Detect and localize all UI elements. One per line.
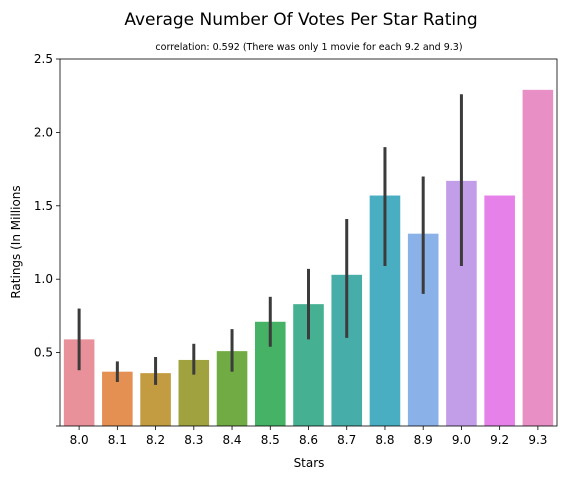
x-tick-label-8.1: 8.1 [108, 433, 127, 447]
error-bars-group [77, 94, 463, 385]
y-tick-label-2.5: 2.5 [34, 52, 53, 66]
x-tick-label-8.0: 8.0 [70, 433, 89, 447]
y-axis: 0.5 1.0 1.5 2.0 2.5 [34, 52, 60, 427]
x-axis: 8.0 8.1 8.2 8.3 8.4 8.5 8.6 8.7 8.8 8.9 9.0 9.2 9.3 [70, 426, 547, 447]
x-tick-label-8.4: 8.4 [222, 433, 241, 447]
y-tick-label-1.5: 1.5 [34, 199, 53, 213]
y-axis-label: Ratings (In Millions [9, 185, 23, 298]
x-axis-label: Stars [294, 456, 325, 470]
y-tick-label-0.5: 0.5 [34, 346, 53, 360]
bars-group [63, 89, 554, 426]
chart-subtitle: correlation: 0.592 (There was only 1 mov… [155, 42, 462, 53]
bar-9.3 [522, 89, 554, 426]
x-tick-label-8.5: 8.5 [261, 433, 280, 447]
y-tick-label-2.0: 2.0 [34, 125, 53, 139]
x-tick-label-9.3: 9.3 [528, 433, 547, 447]
x-tick-label-8.6: 8.6 [299, 433, 318, 447]
x-tick-label-8.8: 8.8 [375, 433, 394, 447]
y-tick-label-1.0: 1.0 [34, 272, 53, 286]
bar-9.2 [484, 195, 515, 426]
x-tick-label-8.3: 8.3 [184, 433, 203, 447]
x-tick-label-8.7: 8.7 [337, 433, 356, 447]
x-tick-label-9.2: 9.2 [490, 433, 509, 447]
x-tick-label-8.2: 8.2 [146, 433, 165, 447]
x-tick-label-8.9: 8.9 [414, 433, 433, 447]
chart-title: Average Number Of Votes Per Star Rating [124, 10, 477, 30]
x-tick-label-9.0: 9.0 [452, 433, 471, 447]
